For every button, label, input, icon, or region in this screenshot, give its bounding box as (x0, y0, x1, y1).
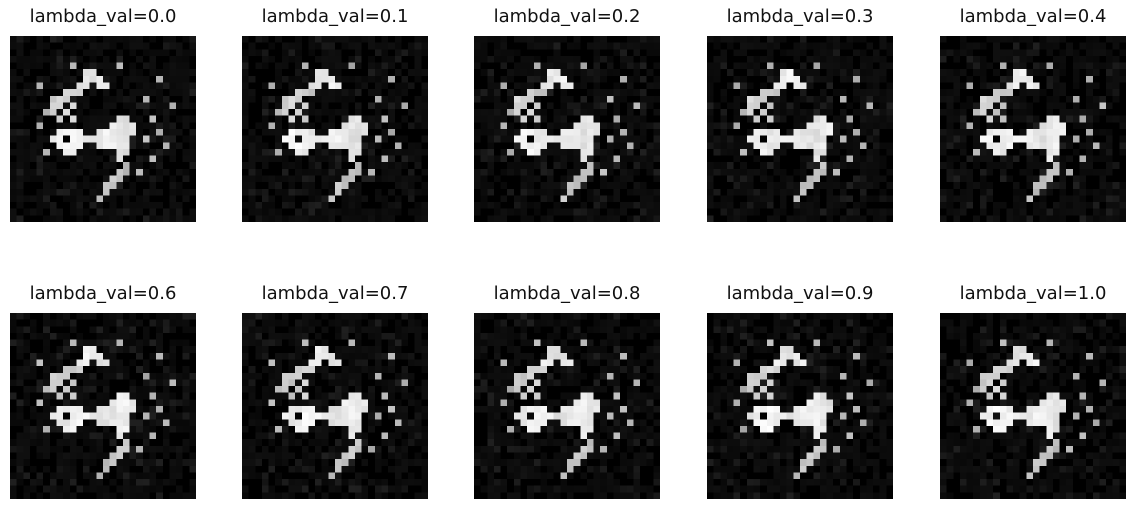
panel-title: lambda_val=0.8 (493, 283, 641, 304)
panel-title: lambda_val=0.0 (29, 6, 177, 27)
generated-digit-image (707, 313, 893, 499)
generated-digit-image (10, 36, 196, 222)
panel-title: lambda_val=0.2 (493, 6, 641, 27)
generated-digit-image (474, 313, 660, 499)
panel-title: lambda_val=0.1 (261, 6, 409, 27)
panel-title: lambda_val=1.0 (959, 283, 1107, 304)
generated-digit-image (242, 313, 428, 499)
generated-digit-image (707, 36, 893, 222)
panel-title: lambda_val=0.9 (726, 283, 874, 304)
panel-title: lambda_val=0.3 (726, 6, 874, 27)
generated-digit-image (10, 313, 196, 499)
generated-digit-image (242, 36, 428, 222)
panel-title: lambda_val=0.7 (261, 283, 409, 304)
panel-title: lambda_val=0.6 (29, 283, 177, 304)
generated-digit-image (474, 36, 660, 222)
generated-digit-image (940, 36, 1126, 222)
panel-title: lambda_val=0.4 (959, 6, 1107, 27)
generated-digit-image (940, 313, 1126, 499)
